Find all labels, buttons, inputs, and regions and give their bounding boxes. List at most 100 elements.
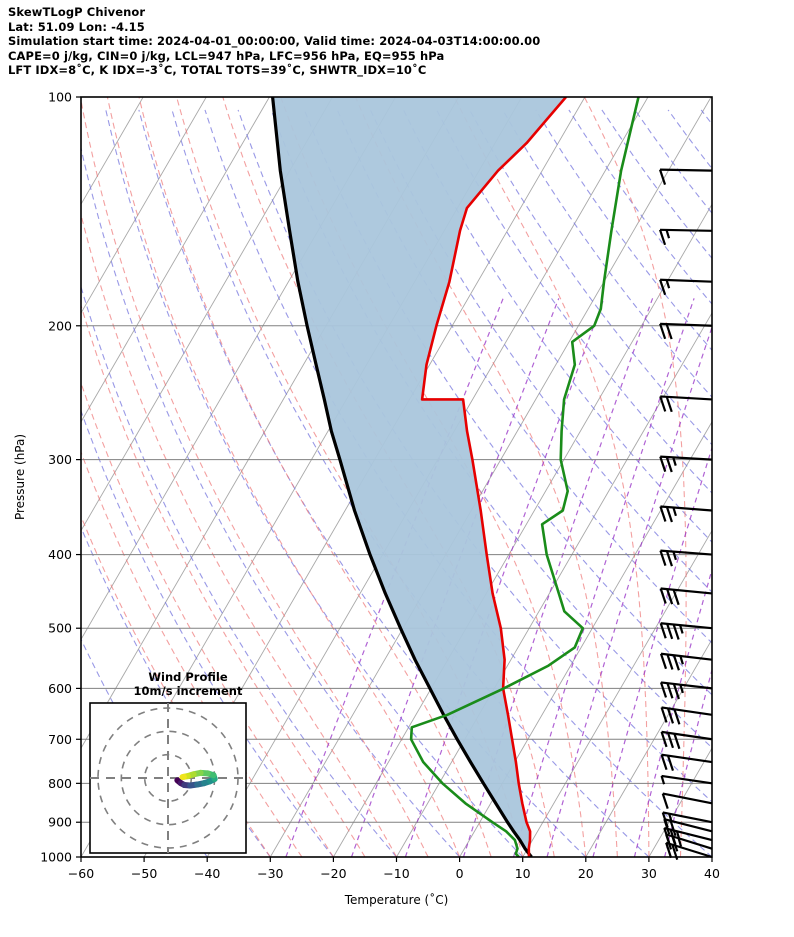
dry-adiabat xyxy=(81,285,397,857)
barb-shaft xyxy=(661,774,713,785)
x-tick-label: 30 xyxy=(641,866,657,881)
barb-half-flag xyxy=(668,813,673,823)
shaded-area xyxy=(272,97,566,857)
barb-shaft xyxy=(662,811,713,824)
mixing-ratio-line xyxy=(285,298,504,857)
wind-barb xyxy=(663,826,713,845)
barb-full-flag xyxy=(661,812,669,828)
wind-barb xyxy=(661,792,713,809)
isotherm xyxy=(81,97,207,314)
isotherm xyxy=(522,529,712,857)
wind-barb xyxy=(658,168,713,186)
barb-full-flag xyxy=(659,396,667,412)
wind-barb xyxy=(659,652,713,671)
wind-barb xyxy=(661,811,713,828)
y-tick-label: 700 xyxy=(48,732,72,747)
barb-full-flag xyxy=(660,754,668,771)
barb-full-flag xyxy=(659,279,667,296)
temperature-profile-line xyxy=(420,97,567,857)
mixing-ratio-line xyxy=(546,325,712,857)
barb-full-flag xyxy=(658,229,667,246)
isotherm xyxy=(81,97,270,423)
y-tick-label: 300 xyxy=(48,452,72,467)
barb-full-flag xyxy=(665,323,673,340)
barb-full-flag xyxy=(672,589,680,606)
wind-barb xyxy=(660,753,713,771)
barb-full-flag xyxy=(665,456,673,473)
barb-shaft xyxy=(660,278,713,283)
mixing-ratio-line xyxy=(633,567,712,857)
header-times: Simulation start time: 2024-04-01_00:00:… xyxy=(8,34,541,49)
barb-full-flag xyxy=(659,506,667,522)
barb-shaft xyxy=(660,622,713,630)
barb-full-flag xyxy=(659,653,668,670)
barb-shaft xyxy=(661,706,713,716)
barb-half-flag xyxy=(665,229,671,239)
moist-adiabat xyxy=(81,97,429,857)
moist-adiabat xyxy=(711,847,712,857)
x-axis-ticks: −60 −50 −40 −30 −20 −10 0 10 20 30 40 xyxy=(68,857,720,881)
barb-shaft xyxy=(660,322,713,327)
barb-full-flag xyxy=(658,169,667,186)
barb-full-flag xyxy=(659,550,667,566)
barb-shaft xyxy=(660,228,713,232)
x-tick-label: 0 xyxy=(456,866,464,881)
barb-shaft xyxy=(664,826,713,842)
barb-shaft xyxy=(660,681,713,690)
moist-adiabat xyxy=(81,381,334,857)
barb-shaft xyxy=(660,587,713,595)
barb-full-flag xyxy=(660,731,668,748)
barb-full-flag xyxy=(666,732,675,749)
dry-adiabat xyxy=(700,109,712,126)
y-tick-label: 500 xyxy=(48,621,72,636)
barb-full-flag xyxy=(663,827,671,844)
x-tick-label: −30 xyxy=(257,866,283,881)
barb-shaft xyxy=(661,753,713,764)
barb-shaft xyxy=(662,792,713,805)
wind-barb xyxy=(660,730,713,750)
moist-adiabat xyxy=(775,97,794,857)
barb-half-flag xyxy=(672,457,677,466)
dry-adiabat xyxy=(105,109,524,857)
dry-adiabat xyxy=(270,109,712,749)
mixing-ratio-line xyxy=(462,298,654,857)
dry-adiabat xyxy=(734,110,794,857)
barb-half-flag xyxy=(677,837,683,847)
isotherm xyxy=(585,638,712,857)
moist-adiabat xyxy=(583,97,687,857)
wind-barb xyxy=(658,228,713,246)
barb-full-flag xyxy=(672,654,680,671)
barb-full-flag xyxy=(659,682,668,698)
y-tick-label: 400 xyxy=(48,547,72,562)
barb-half-flag xyxy=(679,655,684,665)
barb-full-flag xyxy=(665,842,673,859)
barb-full-flag xyxy=(673,733,681,750)
y-tick-label: 900 xyxy=(48,815,72,830)
inset-title: Wind Profile xyxy=(148,670,228,684)
inset-subtitle: 10m/s increment xyxy=(134,684,243,698)
x-tick-label: 40 xyxy=(704,866,720,881)
y-tick-label: 200 xyxy=(48,318,72,333)
dewpoint-profile-line xyxy=(409,97,640,857)
x-axis-label: Temperature (˚C) xyxy=(344,892,449,907)
wind-barb xyxy=(659,549,713,567)
wind-barb xyxy=(659,622,713,640)
mixing-ratio-line xyxy=(664,667,712,857)
barb-full-flag xyxy=(659,588,667,604)
barb-full-flag xyxy=(666,755,675,771)
barb-full-flag xyxy=(666,588,674,605)
barb-shaft xyxy=(660,652,713,661)
dry-adiabat xyxy=(81,145,461,857)
y-axis-ticks: 100 200 300 400 500 600 700 800 900 1000 xyxy=(40,90,81,865)
barb-full-flag xyxy=(666,654,674,670)
barb-shaft xyxy=(660,549,713,556)
dry-adiabat xyxy=(369,109,712,593)
wind-barb xyxy=(659,587,713,606)
wind-barb xyxy=(659,395,713,413)
x-tick-label: 10 xyxy=(515,866,531,881)
barb-shaft xyxy=(660,395,713,401)
barb-full-flag xyxy=(659,622,667,639)
y-tick-label: 800 xyxy=(48,776,72,791)
